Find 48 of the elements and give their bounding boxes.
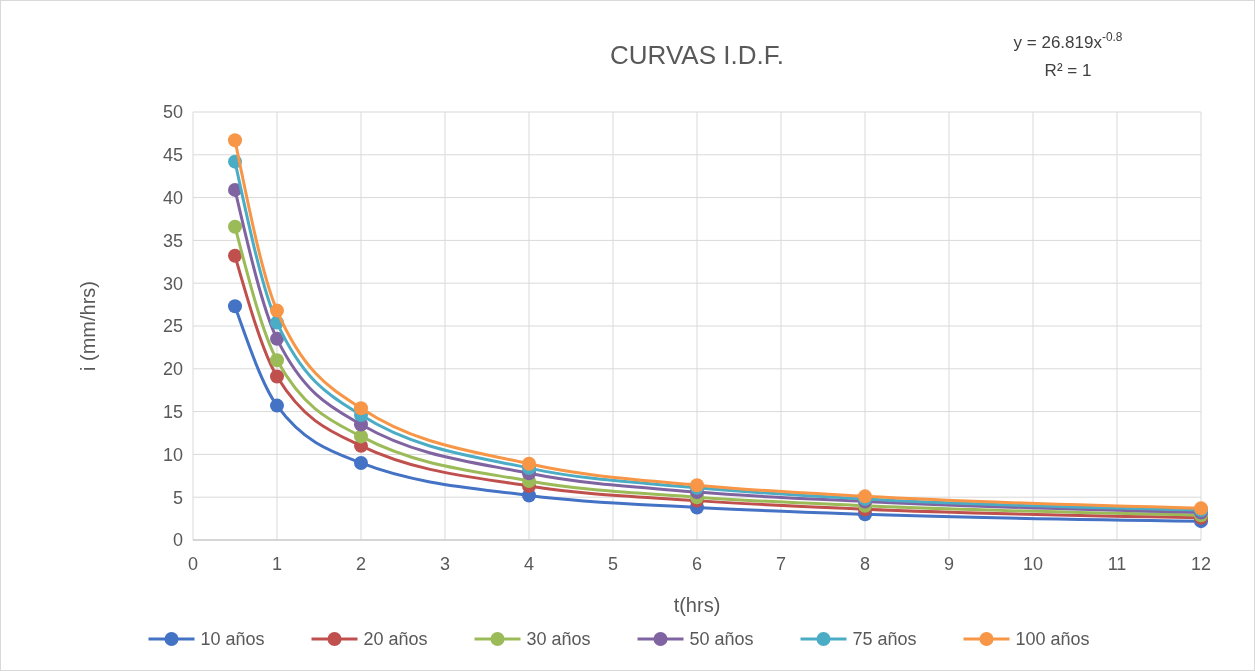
point <box>354 401 368 416</box>
x-tick-label: 1 <box>271 554 283 574</box>
x-tick-label: 10 <box>1022 554 1044 574</box>
x-tick-label: 4 <box>523 554 535 574</box>
x-tick-label: 12 <box>1190 554 1212 574</box>
point <box>228 248 242 263</box>
y-tick-label: 5 <box>172 487 183 508</box>
x-tick-label: 9 <box>943 554 955 574</box>
legend-label: 20 años <box>363 629 428 650</box>
point <box>270 369 284 384</box>
y-tick-label: 35 <box>162 230 183 251</box>
y-tick-label: 0 <box>172 530 183 551</box>
point <box>270 331 284 346</box>
point <box>270 353 284 368</box>
x-tick-label: 0 <box>187 554 199 574</box>
point <box>270 398 284 413</box>
x-tick-label: 7 <box>775 554 787 574</box>
x-tick-label: 5 <box>607 554 619 574</box>
point <box>522 456 536 471</box>
x-tick-label: 11 <box>1107 554 1127 574</box>
y-tick-label: 40 <box>162 187 183 208</box>
y-tick-label: 50 <box>162 102 183 123</box>
legend-label: 75 años <box>852 629 917 650</box>
point <box>354 429 368 444</box>
y-tick-label: 20 <box>162 359 183 380</box>
y-tick-label: 10 <box>162 444 183 465</box>
point <box>228 133 242 148</box>
text: R² = 1 <box>1044 61 1092 80</box>
point <box>228 219 242 234</box>
point <box>354 455 368 470</box>
chart-title: CURVAS I.D.F. <box>610 40 784 70</box>
x-tick-label: 6 <box>691 554 703 574</box>
legend-label: 10 años <box>200 629 265 650</box>
legend-label: 100 años <box>1015 629 1090 650</box>
legend-label: 30 años <box>526 629 591 650</box>
y-tick-label: 45 <box>162 145 183 166</box>
x-axis-title: t(hrs) <box>673 594 721 616</box>
y-tick-label: 30 <box>162 273 183 294</box>
x-tick-label: 3 <box>439 554 451 574</box>
x-tick-label: 2 <box>355 554 367 574</box>
legend-label: 50 años <box>689 629 754 650</box>
y-tick-label: 25 <box>162 316 183 337</box>
text: y = 26.819x$^{-0.8}$ <box>1013 30 1123 52</box>
point <box>270 303 284 318</box>
y-tick-label: 15 <box>162 401 183 422</box>
x-tick-label: 8 <box>859 554 871 574</box>
y-axis-title: i (mm/hrs) <box>77 281 99 371</box>
point <box>228 299 242 314</box>
